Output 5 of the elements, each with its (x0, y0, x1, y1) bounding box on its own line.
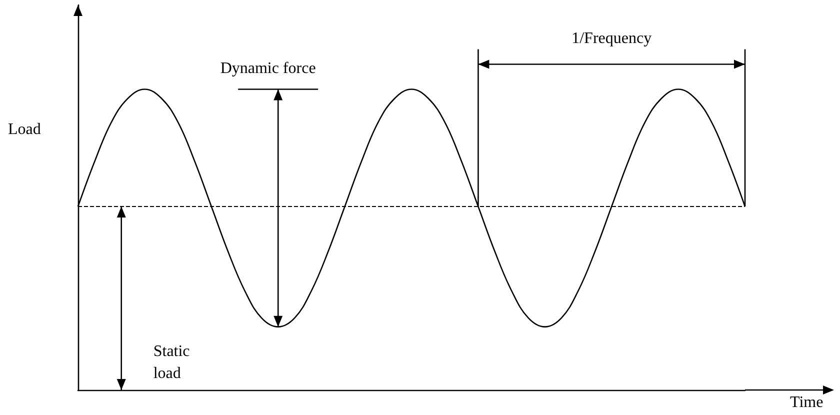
annotation: Static load (153, 342, 191, 384)
text: 1/Frequency (572, 29, 652, 50)
text: Dynamic force (220, 59, 316, 80)
x-axis-title: Time (790, 393, 824, 413)
y-axis-title: Load (8, 120, 41, 140)
